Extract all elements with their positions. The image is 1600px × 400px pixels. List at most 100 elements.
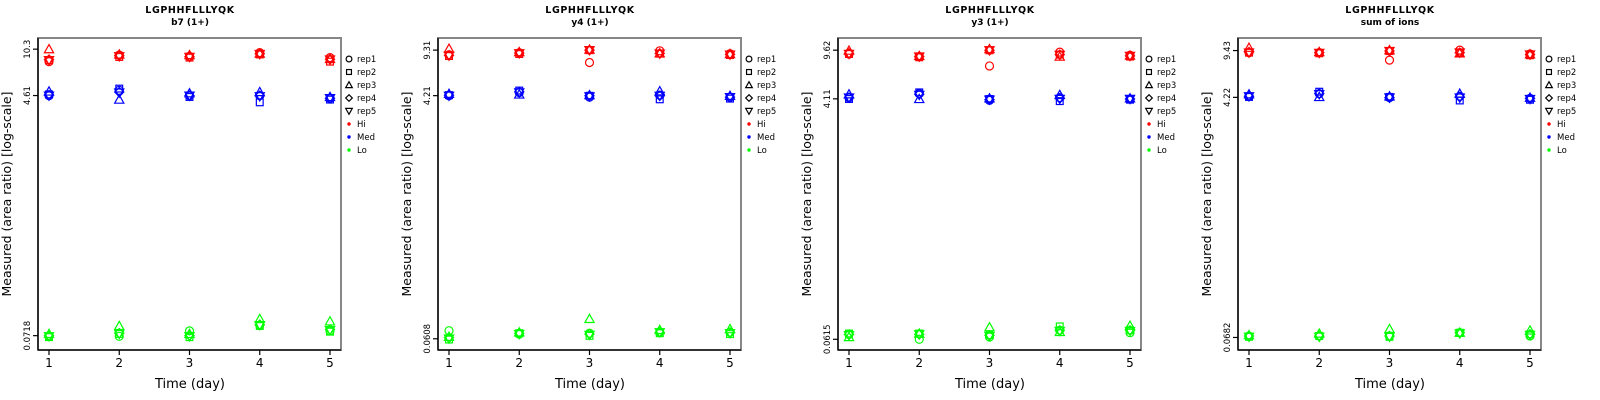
legend: rep1 rep2 rep3 rep4 rep5 Hi Med Lo [344,55,376,156]
panel-title: LGPHHFLLLYQK [545,5,634,16]
x-axis-label: Time (day) [554,377,625,392]
plot-y3: LGPHHFLLLYQK y3 (1+) Time (day) Measured… [800,5,1176,392]
chart-area: 9.43 4.22 0.0682 1 2 3 4 5 rep1 rep2 rep3 rep4 rep5 H… [1223,37,1576,370]
y-tick-label: 4.21 [423,86,433,105]
y-tick-label: 0.0615 [823,324,833,354]
y-tick-label: 0.0608 [423,324,433,354]
y-tick-label: 4.61 [23,86,33,105]
legend-rep-label: rep4 [1157,94,1176,104]
legend-level-label: Med [1557,133,1575,143]
legend-level-label: Lo [357,146,367,156]
data-points [1243,41,1536,343]
x-axis-label: Time (day) [1354,377,1425,392]
x-tick-label: 5 [726,356,734,370]
panel-subtitle: y4 (1+) [571,18,608,28]
y-tick-label: 4.11 [823,89,833,108]
x-tick-label: 4 [656,356,664,370]
x-axis-label: Time (day) [954,377,1025,392]
y-axis-label: Measured (area ratio) [log-scale] [400,92,414,297]
legend-level-label: Lo [1157,146,1167,156]
axes: 9.31 4.21 0.0608 1 2 3 4 5 [423,37,742,370]
legend-rep-label: rep1 [757,55,776,65]
axes: 9.62 4.11 0.0615 1 2 3 4 5 [823,37,1142,370]
y-tick-label: 9.43 [1223,41,1233,60]
panel-title: LGPHHFLLLYQK [145,5,234,16]
y-tick-label: 9.31 [423,41,433,60]
legend-level-label: Lo [1557,146,1567,156]
x-tick-label: 5 [1126,356,1134,370]
panel-sum-of-ions: LGPHHFLLLYQK sum of ions Time (day) Meas… [1200,0,1600,400]
legend-level-label: Hi [1557,120,1566,130]
panel-y4: LGPHHFLLLYQK y4 (1+) Time (day) Measured… [400,0,800,400]
legend-rep-label: rep4 [1557,94,1576,104]
data-points [43,43,336,343]
x-tick-label: 1 [445,356,453,370]
x-tick-label: 1 [1245,356,1253,370]
legend-rep-label: rep2 [1157,68,1176,78]
legend-level-label: Hi [1157,120,1166,130]
x-tick-label: 3 [586,356,594,370]
x-tick-label: 5 [1526,356,1534,370]
legend-rep-label: rep4 [357,94,376,104]
legend-level-label: Med [757,133,775,143]
legend-rep-label: rep1 [1557,55,1576,65]
y-tick-label: 4.22 [1223,88,1233,107]
y-tick-label: 0.0718 [23,321,33,351]
legend-rep-label: rep4 [757,94,776,104]
panel-title: LGPHHFLLLYQK [1345,5,1434,16]
legend-rep-label: rep3 [757,81,776,91]
y-axis-label: Measured (area ratio) [log-scale] [800,92,814,297]
legend-rep-label: rep5 [1157,107,1176,117]
legend-rep-label: rep1 [1157,55,1176,65]
plot-y4: LGPHHFLLLYQK y4 (1+) Time (day) Measured… [400,5,776,392]
panel-b7: LGPHHFLLLYQK b7 (1+) Time (day) Measured… [0,0,400,400]
legend-level-label: Hi [357,120,366,130]
legend-rep-label: rep2 [1557,68,1576,78]
legend-level-label: Lo [757,146,767,156]
x-tick-label: 3 [186,356,194,370]
legend-rep-label: rep2 [357,68,376,78]
x-tick-label: 2 [515,356,523,370]
legend-rep-label: rep2 [757,68,776,78]
x-tick-label: 4 [1056,356,1064,370]
data-points [443,42,736,345]
panel-subtitle: y3 (1+) [971,18,1008,28]
x-tick-label: 4 [256,356,264,370]
x-axis-label: Time (day) [154,377,225,392]
legend-rep-label: rep3 [1157,81,1176,91]
chart-area: 10.3 4.61 0.0718 1 2 3 4 5 rep1 rep2 rep3 rep4 rep5 H… [23,37,376,370]
chart-area: 9.31 4.21 0.0608 1 2 3 4 5 rep1 rep2 rep3 rep4 rep5 H… [423,37,776,370]
plot-b7: LGPHHFLLLYQK b7 (1+) Time (day) Measured… [0,5,376,392]
legend-level-label: Med [1157,133,1175,143]
x-tick-label: 5 [326,356,334,370]
legend-level-label: Med [357,133,375,143]
legend: rep1 rep2 rep3 rep4 rep5 Hi Med Lo [1544,55,1576,156]
axes: 9.43 4.22 0.0682 1 2 3 4 5 [1223,37,1542,370]
panel-y3: LGPHHFLLLYQK y3 (1+) Time (day) Measured… [800,0,1200,400]
x-tick-label: 1 [45,356,53,370]
x-tick-label: 1 [845,356,853,370]
x-tick-label: 2 [1315,356,1323,370]
panel-title: LGPHHFLLLYQK [945,5,1034,16]
plot-sum-of-ions: LGPHHFLLLYQK sum of ions Time (day) Meas… [1200,5,1576,392]
y-axis-label: Measured (area ratio) [log-scale] [0,92,14,297]
legend-rep-label: rep3 [357,81,376,91]
chart-area: 9.62 4.11 0.0615 1 2 3 4 5 rep1 rep2 rep3 rep4 rep5 H… [823,37,1176,370]
panel-subtitle: b7 (1+) [171,18,209,28]
x-tick-label: 3 [986,356,994,370]
x-tick-label: 2 [915,356,923,370]
legend: rep1 rep2 rep3 rep4 rep5 Hi Med Lo [744,55,776,156]
data-points [843,43,1136,344]
x-tick-label: 4 [1456,356,1464,370]
legend-rep-label: rep5 [757,107,776,117]
legend-rep-label: rep1 [357,55,376,65]
y-tick-label: 10.3 [23,40,33,59]
panel-subtitle: sum of ions [1361,18,1420,28]
y-tick-label: 0.0682 [1223,323,1233,353]
axes: 10.3 4.61 0.0718 1 2 3 4 5 [23,37,342,370]
legend-rep-label: rep5 [357,107,376,117]
legend: rep1 rep2 rep3 rep4 rep5 Hi Med Lo [1144,55,1176,156]
y-axis-label: Measured (area ratio) [log-scale] [1200,92,1214,297]
legend-level-label: Hi [757,120,766,130]
